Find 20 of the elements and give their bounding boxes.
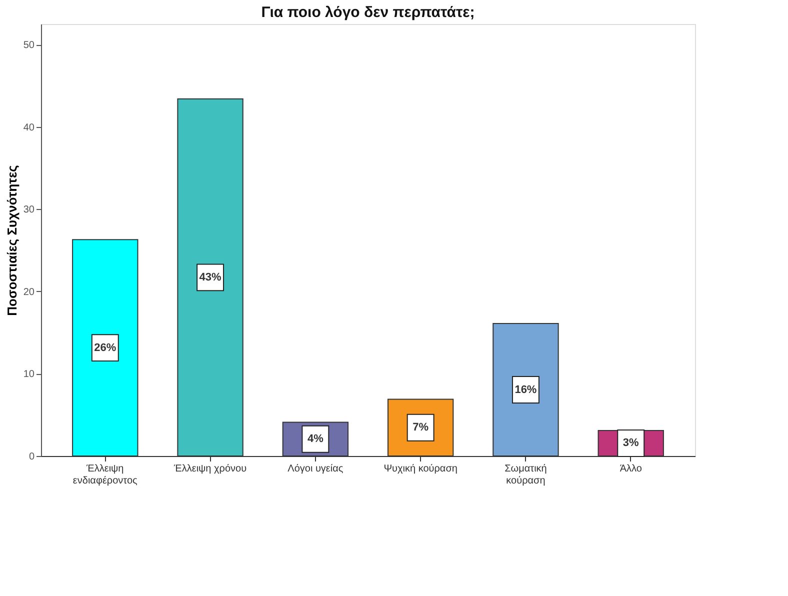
y-tick-label: 0 [28, 452, 35, 462]
x-tick-label: Λόγοι υγείας [288, 464, 344, 474]
data-label: 26% [94, 342, 116, 354]
data-label: 4% [307, 433, 324, 446]
x-tick-label: Σωματική κούραση [504, 464, 547, 486]
y-tick-label: 40 [23, 122, 35, 134]
data-label: 7% [412, 422, 429, 434]
y-tick-label: 10 [23, 369, 35, 380]
chart-title: Για ποιο λόγο δεν περπατάτε; [261, 4, 475, 21]
y-tick-label: 20 [23, 286, 35, 298]
x-tick-label: Άλλο [620, 464, 642, 474]
x-tick-label: Έλλειψη ενδιαφέροντος [72, 464, 138, 486]
data-label: 3% [622, 437, 640, 450]
data-label: 43% [199, 271, 222, 284]
y-tick-label: 50 [23, 40, 35, 52]
y-tick-label: 30 [23, 204, 35, 216]
y-axis-title: Ποσοστιαίες Συχνότητες [4, 164, 20, 316]
x-tick-label: Έλλειψη χρόνου [173, 464, 247, 474]
x-tick-label: Ψυχική κούραση [384, 464, 458, 474]
data-label: 16% [514, 384, 537, 396]
